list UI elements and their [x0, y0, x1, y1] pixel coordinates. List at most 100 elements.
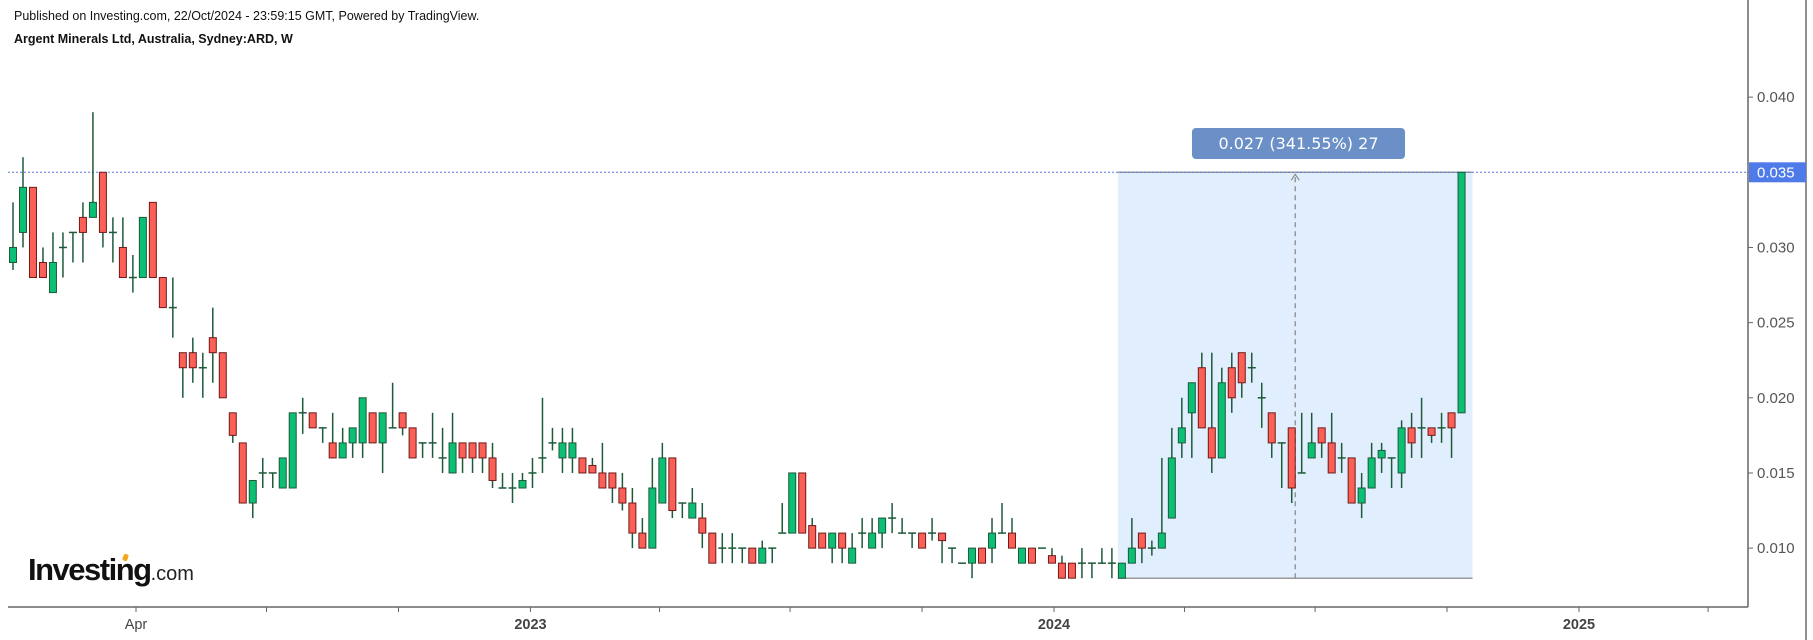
candle[interactable]: [608, 472, 617, 504]
candle[interactable]: [888, 503, 897, 534]
candle[interactable]: [1087, 562, 1096, 579]
candle[interactable]: [158, 277, 167, 309]
candle[interactable]: [808, 518, 817, 549]
candle[interactable]: [308, 412, 317, 429]
candle[interactable]: [1097, 548, 1106, 564]
candle[interactable]: [1147, 540, 1156, 556]
candle[interactable]: [1247, 352, 1256, 383]
candle[interactable]: [98, 171, 107, 248]
candle[interactable]: [1047, 548, 1056, 564]
candle[interactable]: [1017, 547, 1026, 564]
candle[interactable]: [758, 540, 767, 564]
candle[interactable]: [368, 412, 377, 444]
candle[interactable]: [1447, 412, 1456, 458]
candle[interactable]: [658, 442, 667, 504]
candle[interactable]: [1077, 548, 1086, 579]
candle[interactable]: [1027, 547, 1036, 564]
candle[interactable]: [458, 442, 467, 473]
candle[interactable]: [1157, 457, 1166, 549]
candle[interactable]: [1107, 548, 1116, 579]
candle[interactable]: [938, 532, 947, 564]
candle[interactable]: [228, 412, 237, 443]
candle[interactable]: [478, 442, 487, 473]
candle[interactable]: [718, 533, 727, 564]
candle[interactable]: [708, 532, 717, 564]
candle[interactable]: [428, 412, 437, 458]
candle[interactable]: [918, 532, 927, 549]
candle[interactable]: [178, 352, 187, 398]
candle[interactable]: [698, 503, 707, 549]
candle[interactable]: [1277, 442, 1286, 488]
candle[interactable]: [738, 547, 747, 564]
candle[interactable]: [68, 231, 77, 263]
candle[interactable]: [1457, 171, 1466, 414]
candle[interactable]: [108, 217, 117, 263]
candle[interactable]: [1387, 457, 1396, 488]
candle[interactable]: [1367, 442, 1376, 489]
candle[interactable]: [978, 547, 987, 564]
candle[interactable]: [588, 457, 597, 474]
measure-tool[interactable]: [1117, 171, 1473, 579]
candle[interactable]: [1307, 412, 1316, 459]
candle[interactable]: [1237, 352, 1246, 398]
candle[interactable]: [1287, 427, 1296, 504]
candle[interactable]: [1417, 397, 1426, 458]
candle[interactable]: [968, 547, 977, 579]
candle[interactable]: [468, 442, 477, 473]
candle[interactable]: [238, 442, 247, 504]
candle[interactable]: [1227, 352, 1236, 413]
candle[interactable]: [398, 412, 407, 436]
candle[interactable]: [768, 547, 777, 564]
candle[interactable]: [358, 397, 367, 458]
candle[interactable]: [1407, 412, 1416, 458]
candle[interactable]: [28, 186, 37, 279]
candle[interactable]: [58, 232, 67, 278]
candle[interactable]: [638, 518, 647, 549]
candle[interactable]: [208, 307, 217, 383]
candle[interactable]: [348, 427, 357, 458]
candle[interactable]: [578, 457, 587, 474]
candle[interactable]: [1167, 427, 1176, 519]
candle[interactable]: [798, 472, 807, 534]
candle[interactable]: [9, 202, 17, 271]
candle[interactable]: [1327, 412, 1336, 474]
candle[interactable]: [218, 352, 227, 399]
candle[interactable]: [908, 532, 917, 549]
candle[interactable]: [148, 201, 157, 279]
candle[interactable]: [988, 518, 997, 564]
candle[interactable]: [118, 217, 127, 279]
candle[interactable]: [728, 533, 737, 564]
candle[interactable]: [288, 412, 297, 489]
candle[interactable]: [1347, 457, 1356, 504]
candle[interactable]: [248, 479, 257, 519]
candle[interactable]: [838, 532, 847, 564]
candle[interactable]: [498, 472, 507, 489]
candle[interactable]: [598, 442, 607, 489]
candle[interactable]: [18, 157, 27, 248]
candle[interactable]: [78, 202, 87, 263]
candle[interactable]: [648, 457, 657, 549]
candle[interactable]: [928, 518, 937, 541]
candle[interactable]: [568, 427, 577, 473]
candle[interactable]: [168, 277, 177, 338]
candle[interactable]: [828, 532, 837, 564]
candle[interactable]: [298, 397, 307, 434]
candle[interactable]: [1117, 562, 1126, 579]
candle[interactable]: [188, 337, 197, 383]
candle[interactable]: [998, 503, 1007, 534]
candle[interactable]: [1267, 412, 1276, 458]
candle[interactable]: [1337, 442, 1346, 473]
candle[interactable]: [858, 518, 867, 549]
candle[interactable]: [868, 518, 877, 549]
candle[interactable]: [678, 502, 687, 519]
candle[interactable]: [1297, 412, 1306, 474]
candle[interactable]: [1317, 427, 1326, 458]
candle[interactable]: [818, 532, 827, 549]
candle[interactable]: [128, 254, 137, 293]
candle[interactable]: [1057, 555, 1066, 579]
candle[interactable]: [1377, 442, 1386, 473]
candle[interactable]: [948, 547, 957, 564]
candle[interactable]: [388, 382, 397, 429]
candle[interactable]: [538, 397, 547, 473]
